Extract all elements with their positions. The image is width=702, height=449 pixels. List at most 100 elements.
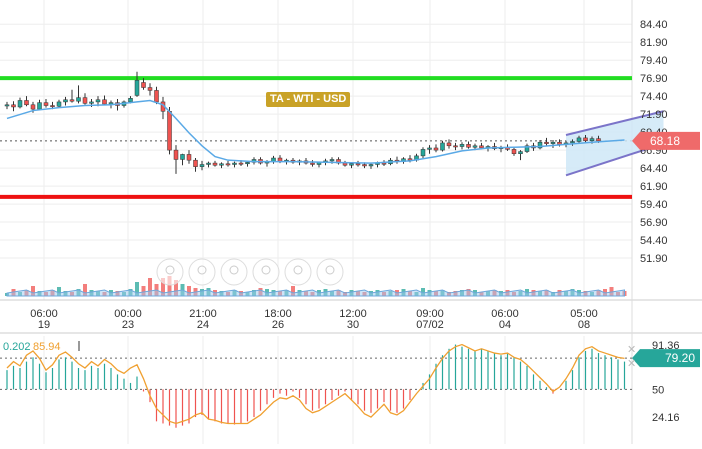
candle bbox=[433, 144, 439, 153]
candle-body bbox=[37, 102, 42, 110]
scroll-right-icon-bg bbox=[284, 258, 312, 286]
candle-body bbox=[479, 145, 484, 149]
candle-body bbox=[56, 101, 62, 107]
nav-left-icon-bg bbox=[156, 258, 184, 286]
date-tick-label: 23 bbox=[122, 319, 134, 331]
scroll-right-icon-glyph bbox=[293, 265, 303, 275]
time-axis: 06:001900:002321:002418:002612:003009:00… bbox=[30, 308, 598, 331]
volume-bar bbox=[148, 278, 152, 296]
candle bbox=[63, 96, 68, 106]
volume-bar bbox=[291, 286, 295, 296]
candle-body bbox=[147, 87, 153, 91]
date-tick-label: 26 bbox=[272, 319, 284, 331]
price-tick-label: 59.40 bbox=[640, 199, 668, 211]
candle bbox=[537, 140, 543, 150]
candle-body bbox=[427, 147, 432, 150]
volume-bar bbox=[421, 288, 425, 296]
time-tick-label: 12:00 bbox=[339, 308, 367, 320]
candle-body bbox=[518, 151, 523, 154]
candle bbox=[518, 150, 523, 161]
candle-body bbox=[466, 144, 471, 148]
nav-right-icon[interactable] bbox=[316, 258, 344, 286]
candle-body bbox=[11, 104, 16, 108]
zoom-in-icon-glyph bbox=[229, 265, 239, 275]
price-tick-label: 76.90 bbox=[640, 73, 668, 85]
candle-body bbox=[440, 142, 445, 151]
volume-bar bbox=[161, 278, 165, 296]
candle bbox=[570, 139, 575, 146]
candle bbox=[271, 155, 276, 164]
candle-body bbox=[368, 164, 374, 167]
candle bbox=[56, 99, 62, 108]
price-tick-label: 81.90 bbox=[640, 37, 668, 49]
close-icon: ✕ bbox=[627, 344, 636, 356]
candle bbox=[212, 160, 218, 167]
candle bbox=[147, 83, 153, 96]
candle-body bbox=[17, 100, 23, 108]
price-tick-label: 71.90 bbox=[640, 109, 668, 121]
candle-body bbox=[102, 99, 107, 105]
candle-body bbox=[180, 154, 185, 160]
nav-left-icon[interactable] bbox=[156, 258, 184, 286]
volume-bar bbox=[31, 286, 35, 296]
candle bbox=[511, 146, 517, 156]
zoom-in-icon-bg bbox=[220, 258, 248, 286]
candle-body bbox=[537, 141, 543, 149]
time-tick-label: 06:00 bbox=[30, 308, 58, 320]
candle bbox=[446, 139, 452, 149]
nav-right-icon-glyph bbox=[325, 265, 335, 275]
candle bbox=[219, 162, 224, 169]
candle-body bbox=[511, 149, 517, 154]
volume-bars bbox=[5, 276, 627, 297]
candle-body bbox=[89, 101, 94, 104]
price-tick-label: 84.40 bbox=[640, 19, 668, 31]
candle-body bbox=[349, 163, 354, 166]
candle-body bbox=[362, 164, 367, 167]
osc-line bbox=[6, 343, 625, 425]
date-tick-label: 08 bbox=[578, 319, 590, 331]
date-tick-label: 19 bbox=[38, 319, 50, 331]
candle-body bbox=[193, 159, 198, 167]
moving-average bbox=[6, 99, 625, 164]
candle bbox=[134, 71, 140, 97]
candle-body bbox=[596, 138, 601, 142]
candle-body bbox=[550, 141, 556, 144]
candle-body bbox=[4, 104, 10, 107]
volume-bar bbox=[141, 286, 146, 296]
zoom-out-icon-bg bbox=[188, 258, 216, 286]
zoom-out-icon[interactable] bbox=[188, 258, 216, 286]
price-tick-label: 56.90 bbox=[640, 217, 668, 229]
scroll-right-icon[interactable] bbox=[284, 258, 312, 286]
price-tick-label: 61.90 bbox=[640, 181, 668, 193]
candle bbox=[440, 140, 445, 152]
candle bbox=[524, 143, 530, 153]
candle bbox=[459, 142, 465, 150]
zoom-reset-icon[interactable] bbox=[252, 258, 280, 286]
candle bbox=[102, 95, 107, 105]
zoom-in-icon[interactable] bbox=[220, 258, 248, 286]
candle bbox=[336, 157, 341, 165]
candle bbox=[17, 97, 23, 109]
close-icon: ✕ bbox=[627, 358, 636, 370]
candle bbox=[11, 101, 16, 112]
candle-body bbox=[355, 163, 361, 166]
candle bbox=[225, 160, 231, 167]
horizontal-levels bbox=[0, 76, 632, 199]
candle-body bbox=[173, 149, 179, 160]
candle-body bbox=[30, 104, 36, 110]
candle bbox=[69, 89, 75, 103]
osc-legend-value-2: 85.94 bbox=[33, 341, 61, 353]
candle-body bbox=[310, 162, 315, 165]
title-badge[interactable]: TA - WTI - USD bbox=[266, 92, 351, 107]
volume-bar bbox=[167, 276, 172, 296]
date-tick-label: 24 bbox=[197, 319, 209, 331]
nav-left-icon-glyph bbox=[165, 265, 175, 275]
candle-body bbox=[570, 141, 575, 144]
candle-body bbox=[544, 141, 549, 144]
date-tick-label: 07/02 bbox=[416, 319, 444, 331]
time-tick-label: 06:00 bbox=[491, 308, 519, 320]
